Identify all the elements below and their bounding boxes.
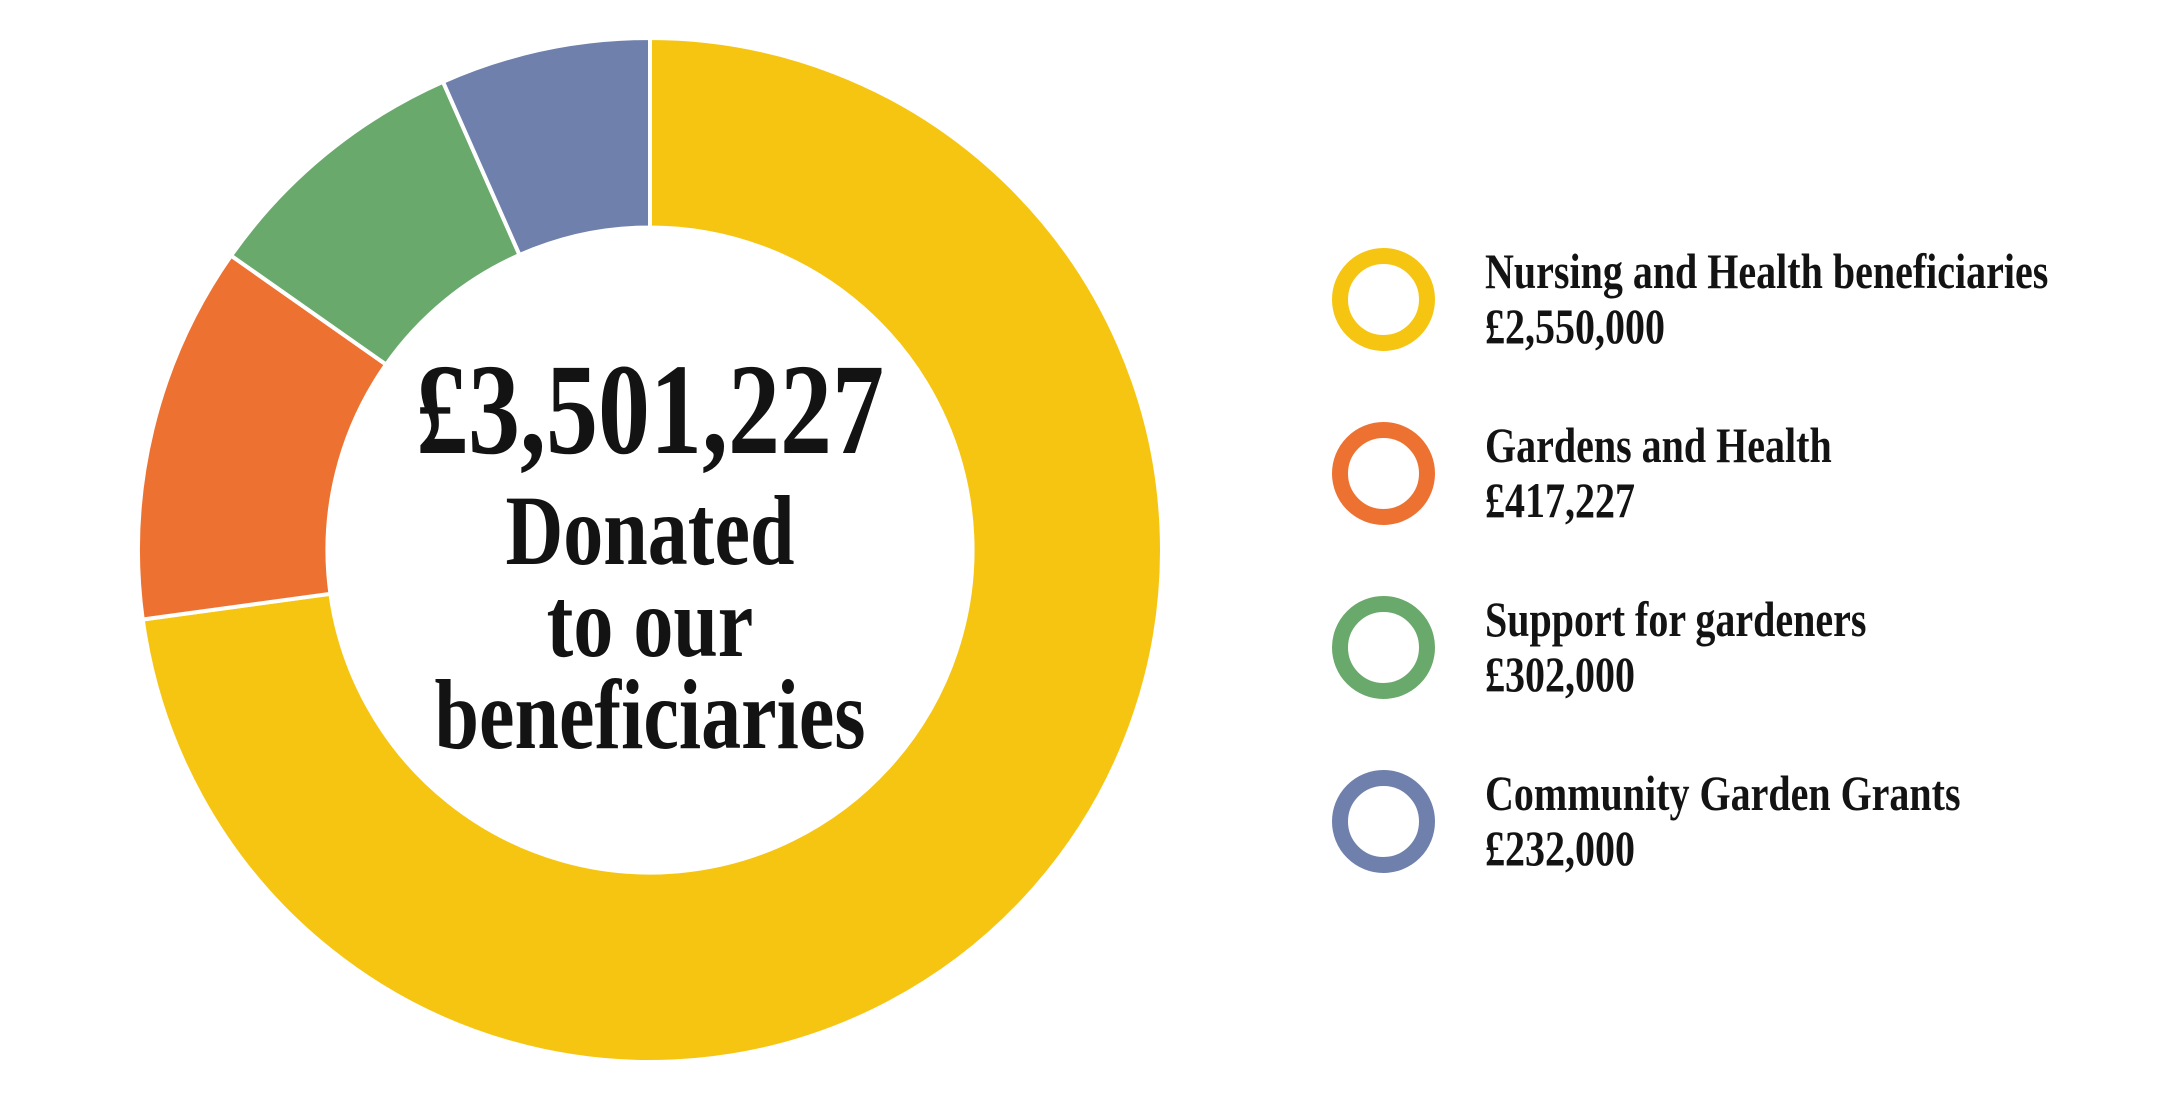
legend-label: Support for gardeners (1485, 591, 1867, 647)
legend-text: Support for gardeners £302,000 (1485, 592, 1866, 702)
legend-value: £2,550,000 (1485, 298, 1665, 354)
donut-center-label: £3,501,227 Donated to our beneficiaries (416, 338, 884, 770)
donut-slice-nursing-and-health-beneficiaries (140, 36, 1164, 1064)
legend-ring-icon-community-garden-grants (1332, 769, 1435, 873)
legend-label: Nursing and Health beneficiaries (1485, 243, 2049, 299)
legend-ring-icon-gardens-and-health (1332, 421, 1435, 525)
legend-label: Community Garden Grants (1485, 765, 1961, 821)
legend-ring-icon-support-for-gardeners (1332, 595, 1435, 699)
center-label-line-1: Donated (505, 475, 795, 586)
legend-text: Nursing and Health beneficiaries £2,550,… (1485, 244, 2048, 354)
legend-value: £302,000 (1485, 646, 1635, 702)
legend-item-support-for-gardeners: Support for gardeners £302,000 (1332, 592, 2176, 702)
legend-label: Gardens and Health (1485, 417, 1832, 473)
legend-value: £417,227 (1485, 472, 1635, 528)
legend-value: £232,000 (1485, 820, 1635, 876)
legend-text: Community Garden Grants £232,000 (1485, 766, 1961, 876)
center-label-line-3: beneficiaries (434, 659, 866, 770)
chart-legend: Nursing and Health beneficiaries £2,550,… (1332, 244, 2176, 876)
total-donated-amount: £3,501,227 (416, 338, 884, 482)
legend-text: Gardens and Health £417,227 (1485, 418, 1832, 528)
legend-item-community-garden-grants: Community Garden Grants £232,000 (1332, 766, 2176, 876)
donut-slice-community-garden-grants (440, 36, 652, 257)
center-label-line-2: to our (546, 567, 754, 678)
legend-item-gardens-and-health: Gardens and Health £417,227 (1332, 418, 2176, 528)
legend-ring-icon-nursing-and-health-beneficiaries (1332, 247, 1435, 351)
legend-item-nursing-and-health-beneficiaries: Nursing and Health beneficiaries £2,550,… (1332, 244, 2176, 354)
